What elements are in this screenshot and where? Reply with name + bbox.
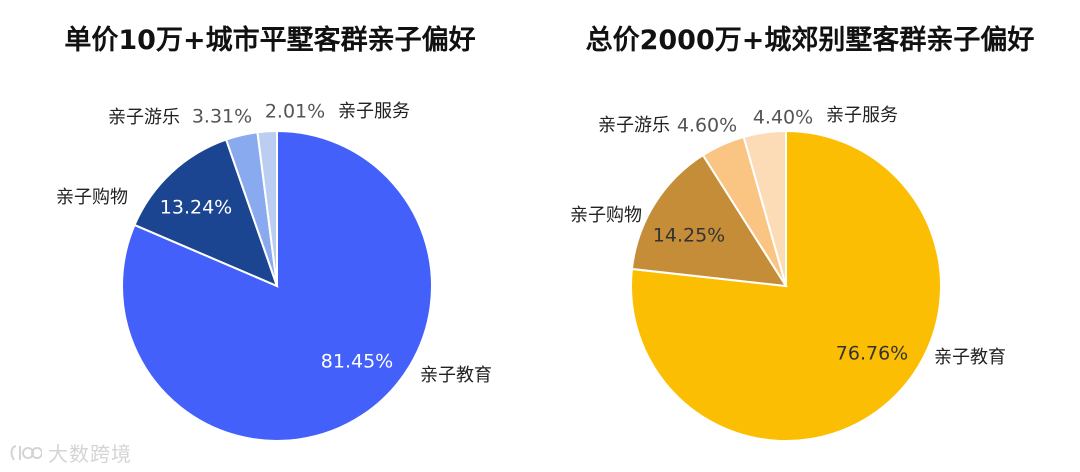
value-label-0-3: 2.01% <box>265 101 325 123</box>
pie-slice-1-1 <box>630 153 788 288</box>
chart-title-left: 单价10万+城市平墅客群亲子偏好 <box>64 25 476 56</box>
category-label-0-0: 亲子教育 <box>420 365 492 386</box>
category-label-1-1: 亲子购物 <box>570 205 642 226</box>
value-label-0-0: 81.45% <box>321 351 393 373</box>
category-label-0-1: 亲子购物 <box>56 187 128 208</box>
value-label-1-1: 14.25% <box>653 225 725 247</box>
category-label-0-2: 亲子游乐 <box>108 107 180 128</box>
category-label-0-3: 亲子服务 <box>338 101 410 122</box>
value-label-1-0: 76.76% <box>836 343 908 365</box>
pie-slice-0-1 <box>133 138 279 288</box>
pie-slice-0-0 <box>120 129 433 442</box>
value-label-0-1: 13.24% <box>160 197 232 219</box>
value-label-1-2: 4.60% <box>677 115 737 137</box>
pie-chart-left: 单价10万+城市平墅客群亲子偏好 81.45% 13.24% 3.31% 2.01% 亲… <box>56 25 492 442</box>
value-label-0-2: 3.31% <box>192 106 252 128</box>
pie-svg-left: 81.45% 13.24% 3.31% 2.01% 亲子教育 亲子购物 亲子游乐 亲子服务 <box>56 101 492 442</box>
pie-slice-1-3 <box>742 129 787 287</box>
value-label-1-3: 4.40% <box>753 107 813 129</box>
pie-chart-right: 总价2000万+城郊别墅客群亲子偏好 76.76% 14.25% 4.60% 4.40… <box>540 0 1080 472</box>
category-label-1-2: 亲子游乐 <box>598 115 670 136</box>
watermark: 大数跨境 <box>8 438 132 467</box>
category-label-1-3: 亲子服务 <box>826 105 898 126</box>
pie-svg-right: 76.76% 14.25% 4.60% 4.40% 亲子教育 亲子购物 亲子游乐 亲子服务 <box>570 105 1006 442</box>
category-label-1-0: 亲子教育 <box>934 347 1006 368</box>
chart-title-right: 总价2000万+城郊别墅客群亲子偏好 <box>585 25 1035 56</box>
brand-logo-icon <box>10 444 42 461</box>
watermark-text: 大数跨境 <box>48 442 132 466</box>
pie-slice-0-3 <box>256 129 278 287</box>
